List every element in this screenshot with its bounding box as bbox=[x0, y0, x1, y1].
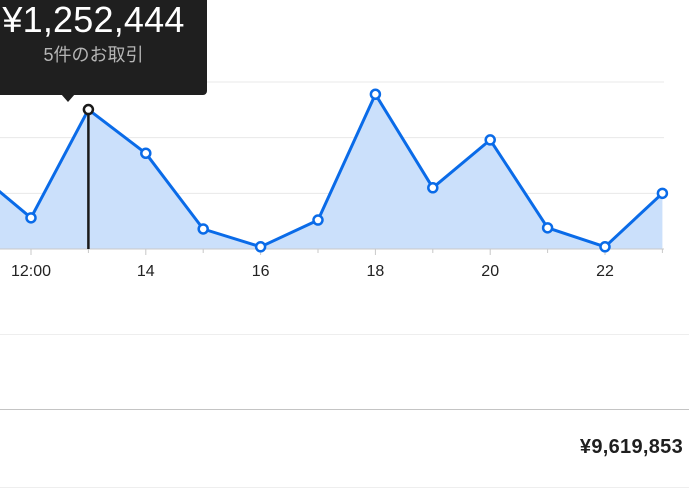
chart-area-fill bbox=[0, 94, 663, 249]
data-point[interactable] bbox=[25, 212, 37, 224]
x-axis-tick-label: 12:00 bbox=[11, 263, 51, 280]
chart-tooltip: ¥1,252,444 5件のお取引 bbox=[0, 0, 207, 102]
highlighted-data-point[interactable] bbox=[82, 103, 95, 116]
x-axis-tick-label: 22 bbox=[596, 263, 614, 280]
data-point[interactable] bbox=[656, 187, 669, 200]
x-axis-tick-label: 14 bbox=[137, 263, 155, 280]
data-point[interactable] bbox=[312, 214, 324, 226]
tooltip-pointer bbox=[61, 94, 75, 102]
chart-x-axis-ticks: 12:00 14 16 18 20 22 bbox=[11, 249, 663, 280]
total-sales-amount: ¥9,619,853 bbox=[579, 436, 683, 458]
chart-data-points[interactable] bbox=[25, 88, 669, 253]
hourly-sales-chart[interactable]: 12:00 14 16 18 20 22 bbox=[0, 0, 689, 300]
section-divider bbox=[0, 334, 689, 335]
data-point[interactable] bbox=[427, 182, 439, 194]
x-axis-tick-label: 18 bbox=[367, 263, 385, 280]
x-axis-tick-label: 20 bbox=[481, 263, 499, 280]
x-axis-tick-label: 16 bbox=[252, 263, 270, 280]
data-point[interactable] bbox=[541, 222, 554, 234]
tooltip-amount: ¥1,252,444 bbox=[2, 0, 185, 40]
data-point[interactable] bbox=[599, 241, 611, 253]
total-sales-row: ¥9,619,853 bbox=[0, 410, 689, 486]
bottom-divider bbox=[0, 487, 689, 488]
data-point[interactable] bbox=[484, 134, 496, 146]
data-point[interactable] bbox=[197, 223, 209, 235]
summary-divider bbox=[0, 409, 689, 410]
data-point[interactable] bbox=[369, 88, 382, 100]
tooltip-transaction-count: 5件のお取引 bbox=[43, 45, 144, 65]
data-point[interactable] bbox=[254, 241, 267, 253]
data-point[interactable] bbox=[140, 147, 152, 160]
